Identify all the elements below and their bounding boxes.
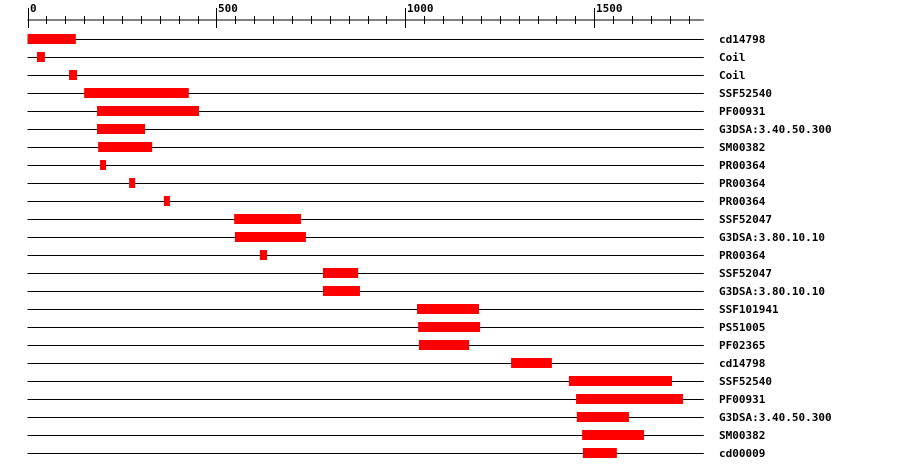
domain-label: PR00364 <box>719 249 766 262</box>
domain-track: G3DSA:3.40.50.300 <box>27 411 832 424</box>
domain-label: PS51005 <box>719 321 765 334</box>
domain-label: PR00364 <box>719 159 766 172</box>
domain-track: PR00364 <box>27 159 766 172</box>
domain-label: SM00382 <box>719 141 765 154</box>
domain-track: G3DSA:3.80.10.10 <box>27 285 825 298</box>
domain-label: cd14798 <box>719 357 765 370</box>
domain-bar[interactable] <box>84 88 189 98</box>
domain-track: PR00364 <box>27 195 766 208</box>
domain-bar[interactable] <box>568 376 673 386</box>
domain-label: PR00364 <box>719 195 766 208</box>
domain-label: PR00364 <box>719 177 766 190</box>
domain-bar[interactable] <box>36 52 45 62</box>
domain-track: PF00931 <box>27 105 766 118</box>
domain-track: SSF52047 <box>27 267 772 280</box>
domain-bar[interactable] <box>163 196 170 206</box>
domain-bar[interactable] <box>69 70 77 80</box>
domain-track: SSF101941 <box>27 303 779 316</box>
domain-bar[interactable] <box>97 124 145 134</box>
domain-bar[interactable] <box>511 358 552 368</box>
domain-label: Coil <box>719 51 746 64</box>
domain-bar[interactable] <box>576 394 683 404</box>
domain-bar[interactable] <box>576 412 629 422</box>
tick-label: 500 <box>218 2 238 15</box>
domain-track: PF00931 <box>27 393 766 406</box>
domain-label: SSF52540 <box>719 375 772 388</box>
tick-label: 1000 <box>407 2 434 15</box>
domain-track: PR00364 <box>27 249 766 262</box>
domain-bar[interactable] <box>322 268 359 278</box>
domain-label: G3DSA:3.40.50.300 <box>719 411 832 424</box>
domain-bar[interactable] <box>98 142 153 152</box>
domain-track: cd00009 <box>27 447 765 460</box>
domain-label: Coil <box>719 69 746 82</box>
domain-bar[interactable] <box>27 34 76 44</box>
domain-label: G3DSA:3.80.10.10 <box>719 285 825 298</box>
domain-bar[interactable] <box>417 304 479 314</box>
domain-track: PR00364 <box>27 177 766 190</box>
domain-track: G3DSA:3.40.50.300 <box>27 123 832 136</box>
domain-track: cd14798 <box>27 33 765 46</box>
domain-label: SSF52540 <box>719 87 772 100</box>
domain-track: SSF52540 <box>27 87 772 100</box>
domain-track: cd14798 <box>27 357 765 370</box>
domain-bar[interactable] <box>97 106 200 116</box>
domain-bar[interactable] <box>418 322 481 332</box>
domain-label: cd00009 <box>719 447 765 460</box>
domain-label: SM00382 <box>719 429 765 442</box>
domain-label: cd14798 <box>719 33 765 46</box>
domain-bar[interactable] <box>234 232 306 242</box>
tick-label: 1500 <box>596 2 623 15</box>
domain-track: PF02365 <box>27 339 765 352</box>
domain-bar[interactable] <box>418 340 470 350</box>
domain-label: PF02365 <box>719 339 765 352</box>
domain-track: PS51005 <box>27 321 765 334</box>
domain-label: SSF52047 <box>719 267 772 280</box>
domain-label: G3DSA:3.40.50.300 <box>719 123 832 136</box>
domain-label: PF00931 <box>719 105 766 118</box>
domain-label: G3DSA:3.80.10.10 <box>719 231 825 244</box>
domain-bar[interactable] <box>259 250 268 260</box>
domain-bar[interactable] <box>322 286 360 296</box>
domain-label: SSF101941 <box>719 303 779 316</box>
domain-tracks: cd14798 Coil Coil SSF52540 PF00931 G3DSA:3.40… <box>27 33 832 460</box>
domain-label: PF00931 <box>719 393 766 406</box>
domain-bar[interactable] <box>582 448 617 458</box>
tick-label: 0 <box>30 2 37 15</box>
domain-bar[interactable] <box>582 430 645 440</box>
domain-track: SSF52047 <box>27 213 772 226</box>
domain-label: SSF52047 <box>719 213 772 226</box>
sequence-axis: 0 500 1000 1500 <box>27 2 704 28</box>
domain-bar[interactable] <box>234 214 302 224</box>
domain-track: Coil <box>27 69 746 82</box>
domain-track: SM00382 <box>27 141 765 154</box>
domain-track: G3DSA:3.80.10.10 <box>27 231 825 244</box>
domain-bar[interactable] <box>129 178 136 188</box>
domain-track: SSF52540 <box>27 375 772 388</box>
domain-bar[interactable] <box>100 160 107 170</box>
domain-track: Coil <box>27 51 746 64</box>
domain-track: SM00382 <box>27 429 765 442</box>
